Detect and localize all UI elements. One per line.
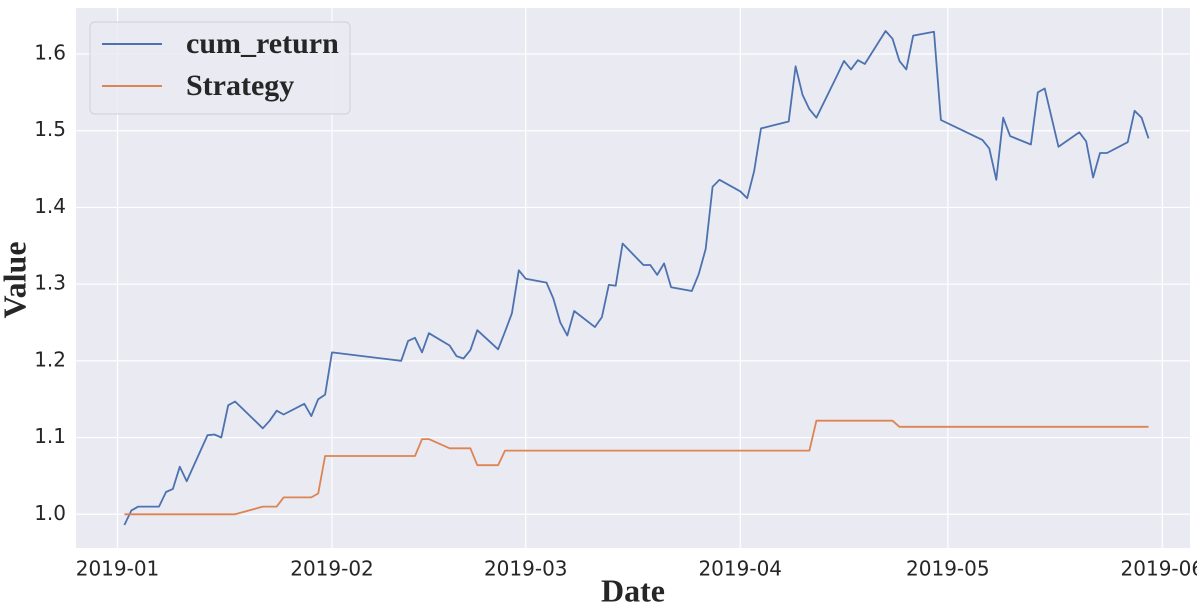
x-tick-label: 2019-02 — [290, 557, 374, 581]
legend: cum_return Strategy — [89, 21, 351, 115]
legend-label: Strategy — [186, 69, 294, 102]
legend-label: cum_return — [186, 27, 339, 60]
lines — [123, 30, 1150, 526]
y-tick-label: 1.5 — [34, 117, 66, 141]
y-tick-label: 1.2 — [34, 347, 66, 371]
x-tick-label: 2019-04 — [698, 557, 782, 581]
y-tick-label: 1.1 — [34, 424, 66, 448]
series-line — [124, 419, 1149, 516]
x-tick-label: 2019-05 — [906, 557, 990, 581]
x-tick-label: 2019-06 — [1121, 557, 1197, 581]
y-tick-label: 1.4 — [34, 194, 66, 218]
x-axis-label: Date — [601, 572, 665, 608]
y-tick-label: 1.6 — [34, 41, 66, 65]
y-axis-label: Value — [0, 241, 32, 318]
y-tick-label: 1.0 — [34, 501, 66, 525]
x-tick-label: 2019-01 — [76, 557, 160, 581]
x-tick-label: 2019-03 — [484, 557, 568, 581]
y-tick-label: 1.3 — [34, 271, 66, 295]
ticks: 1.0 1.1 1.2 1.3 1.4 1.5 1.6 2019-01 2019-02 2019-… — [34, 41, 1197, 581]
series-line — [123, 30, 1150, 526]
